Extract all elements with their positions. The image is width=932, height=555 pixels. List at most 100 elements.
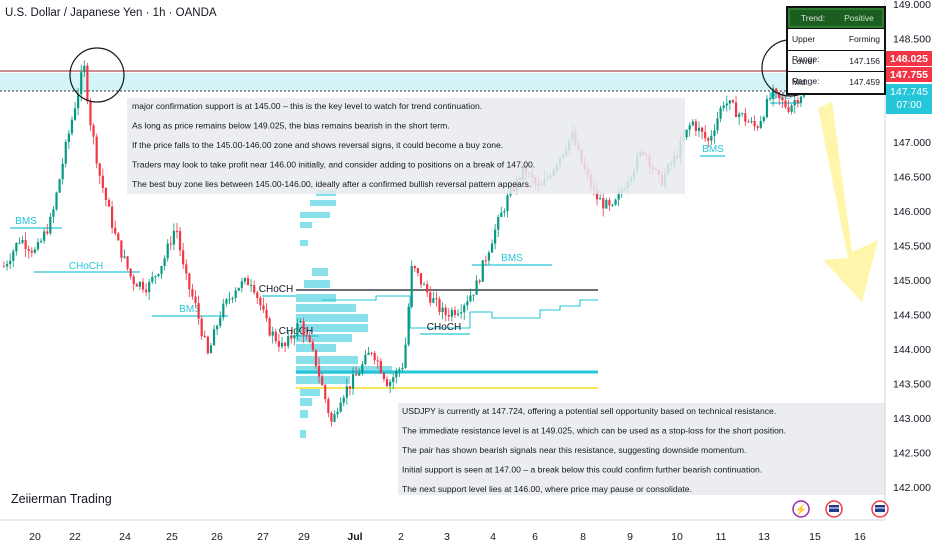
- structure-label: BMS: [501, 253, 523, 264]
- candle-body: [731, 100, 735, 103]
- candle-body: [407, 306, 410, 345]
- x-tick-label: 27: [257, 531, 269, 543]
- y-tick-label: 149.000: [893, 0, 931, 11]
- candle-body: [398, 369, 401, 371]
- candle-body: [382, 373, 386, 380]
- candle-body: [419, 273, 423, 285]
- price-tag-1-text: 148.025: [890, 53, 928, 65]
- y-tick-label: 144.000: [893, 344, 931, 356]
- candle-body: [132, 276, 135, 285]
- candle-body: [114, 227, 117, 234]
- candle-body: [441, 307, 444, 313]
- candle-body: [172, 230, 175, 245]
- event-flag-icon-1[interactable]: [825, 500, 843, 518]
- volume-profile-block: [300, 430, 306, 438]
- info-table-key: Lower Range:: [792, 55, 820, 86]
- candle-body: [58, 179, 61, 193]
- x-tick-label: 8: [580, 531, 586, 543]
- candle-body: [741, 113, 744, 115]
- candle-body: [602, 198, 605, 209]
- x-tick-label: 26: [211, 531, 223, 543]
- volume-profile-block: [300, 212, 330, 218]
- candle-body: [790, 105, 793, 112]
- current-price-tag: [886, 84, 932, 114]
- candle-body: [160, 265, 163, 275]
- candle-body: [126, 256, 129, 269]
- candle-body: [290, 336, 293, 339]
- x-tick-label: Jul: [347, 531, 362, 543]
- candle-body: [426, 284, 429, 293]
- candle-body: [52, 209, 55, 217]
- current-time-text: 07:00: [896, 100, 921, 111]
- candle-body: [336, 411, 339, 415]
- candle-body: [728, 100, 731, 104]
- highlight-circle-left: [69, 47, 125, 103]
- candle-body: [355, 374, 358, 376]
- info-table-key: Mid:: [792, 77, 809, 87]
- y-tick-label: 142.500: [893, 448, 931, 460]
- candle-body: [33, 249, 36, 253]
- watermark: Zeiierman Trading: [11, 492, 112, 506]
- candle-body: [67, 133, 70, 142]
- candle-body: [283, 342, 287, 347]
- candle-body: [722, 105, 725, 108]
- x-tick-label: 10: [671, 531, 683, 543]
- candle-body: [175, 230, 179, 232]
- candle-body: [710, 135, 713, 141]
- x-tick-label: 11: [716, 531, 727, 543]
- candle-body: [203, 336, 206, 338]
- y-tick-label: 148.500: [893, 34, 931, 46]
- candle-body: [237, 287, 240, 291]
- candle-body: [43, 231, 46, 241]
- candle-body: [608, 200, 611, 206]
- price-tag-1: [886, 51, 932, 66]
- candle-body: [744, 113, 747, 122]
- info-table-value: Forming: [848, 34, 880, 44]
- candle-body: [429, 292, 432, 303]
- info-table-header-left: Trend:: [800, 13, 826, 23]
- candle-body: [5, 264, 9, 267]
- time-axis[interactable]: [0, 520, 932, 550]
- candle-body: [772, 88, 775, 99]
- info-table-value: 147.156: [849, 55, 880, 66]
- candle-body: [463, 305, 466, 313]
- candle-body: [268, 318, 271, 336]
- note-top-line: The best buy zone lies between 145.00-14…: [132, 179, 531, 189]
- candle-body: [481, 260, 484, 282]
- x-tick-label: 3: [444, 531, 450, 543]
- candle-body: [234, 290, 237, 298]
- info-table-row: Lower Range: 147.156: [788, 49, 884, 86]
- event-flash-icon[interactable]: ⚡: [792, 500, 810, 518]
- candle-body: [747, 121, 750, 123]
- volume-profile-block: [310, 200, 336, 206]
- candle-body: [392, 377, 395, 382]
- candle-body: [333, 414, 336, 422]
- structure-label: BMS: [702, 144, 724, 155]
- candle-body: [358, 373, 361, 376]
- info-table-header: Trend: Positive: [788, 8, 884, 28]
- info-table-header-right: Positive: [844, 13, 874, 23]
- candle-body: [61, 163, 64, 180]
- candle-body: [36, 242, 40, 250]
- event-flag-icon-2[interactable]: [871, 500, 889, 518]
- candle-body: [305, 335, 308, 337]
- info-table-row: Mid: 147.459: [788, 71, 884, 93]
- candle-body: [280, 342, 284, 347]
- candle-body: [478, 280, 481, 282]
- candle-body: [166, 243, 169, 259]
- note-bottom-line: The pair has shown bearish signals near …: [402, 445, 746, 455]
- x-tick-label: 16: [854, 531, 866, 543]
- candle-body: [246, 278, 250, 286]
- volume-profile-block: [300, 410, 308, 418]
- candle-body: [460, 312, 463, 314]
- candle-body: [271, 331, 274, 336]
- candle-body: [12, 251, 15, 261]
- candle-body: [444, 307, 447, 315]
- x-tick-label: 22: [69, 531, 81, 543]
- candle-body: [39, 240, 43, 243]
- y-tick-label: 143.500: [893, 379, 931, 391]
- y-tick-label: 147.000: [893, 137, 931, 149]
- candle-body: [700, 127, 704, 132]
